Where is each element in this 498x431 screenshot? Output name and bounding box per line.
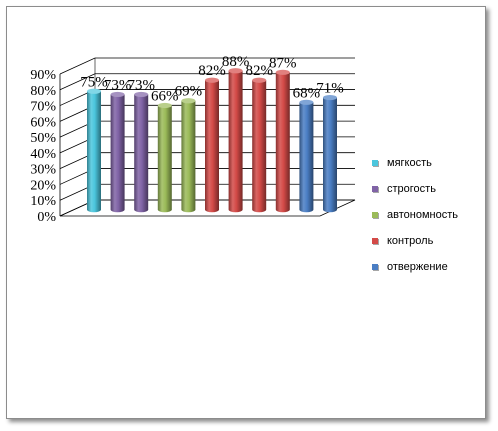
bar-body [157,105,172,213]
legend-label: отвержение [387,261,448,273]
bar [87,88,101,213]
data-label: 82% [245,63,273,79]
bar-body [181,100,196,213]
y-tick-label: 90% [30,68,56,83]
chart-legend: мягкость строгость автономность контроль отв… [372,150,492,280]
bar-top [252,77,267,83]
bar [110,91,125,213]
legend-item: контроль [372,228,492,254]
legend-swatch [372,186,378,192]
bar-body [275,72,290,213]
bar-body [228,70,243,213]
legend-label: контроль [387,235,434,247]
data-label: 75% [80,74,108,90]
y-tick-label: 50% [30,131,56,146]
data-label: 73% [127,77,155,93]
data-label: 71% [316,81,344,97]
bar [228,68,243,213]
y-tick-label: 70% [30,100,56,115]
y-tick-label: 0% [37,210,56,225]
bar [134,91,149,213]
legend-item: строгость [372,176,492,202]
bar [181,98,196,213]
bar-top [134,91,149,98]
legend-swatch [372,160,378,166]
bar-top [323,94,337,101]
data-label: 68% [293,85,321,101]
bar [157,102,172,213]
data-label: 87% [269,55,297,71]
legend-swatch [372,212,378,218]
data-label: 69% [175,84,203,100]
bar-top [181,98,196,104]
bar-body [110,94,125,213]
bar-body [252,80,267,213]
legend-item: автономность [372,202,492,228]
bar-top [205,77,219,83]
bar [323,94,337,213]
bar-top [275,69,290,75]
bar [275,69,290,213]
legend-label: автономность [387,209,458,221]
legend-item: отвержение [372,254,492,280]
bar [299,99,314,213]
bar-top [228,68,243,74]
bar-top [110,91,125,98]
bar [205,77,219,213]
data-label: 82% [198,63,226,79]
floor [59,199,356,217]
legend-swatch [372,264,378,270]
bar-top [157,102,172,109]
data-label: 73% [104,77,132,93]
y-tick-label: 20% [30,178,56,193]
bar-top [299,99,314,105]
data-label: 88% [222,54,250,70]
y-tick-label: 40% [30,147,56,162]
bar-top [87,88,101,94]
legend-item: мягкость [372,150,492,176]
bar-body [134,94,149,213]
bar [252,77,267,213]
data-label: 66% [151,88,179,104]
bar-body [299,102,314,213]
bar-body [205,80,219,213]
legend-swatch [372,238,378,244]
legend-label: мягкость [387,157,432,169]
legend-label: строгость [387,183,436,195]
y-tick-label: 10% [30,194,56,209]
y-tick-label: 60% [30,115,56,130]
bar-body [87,91,101,213]
bar-body [323,97,337,213]
y-tick-label: 80% [30,84,56,99]
y-tick-label: 30% [30,163,56,178]
